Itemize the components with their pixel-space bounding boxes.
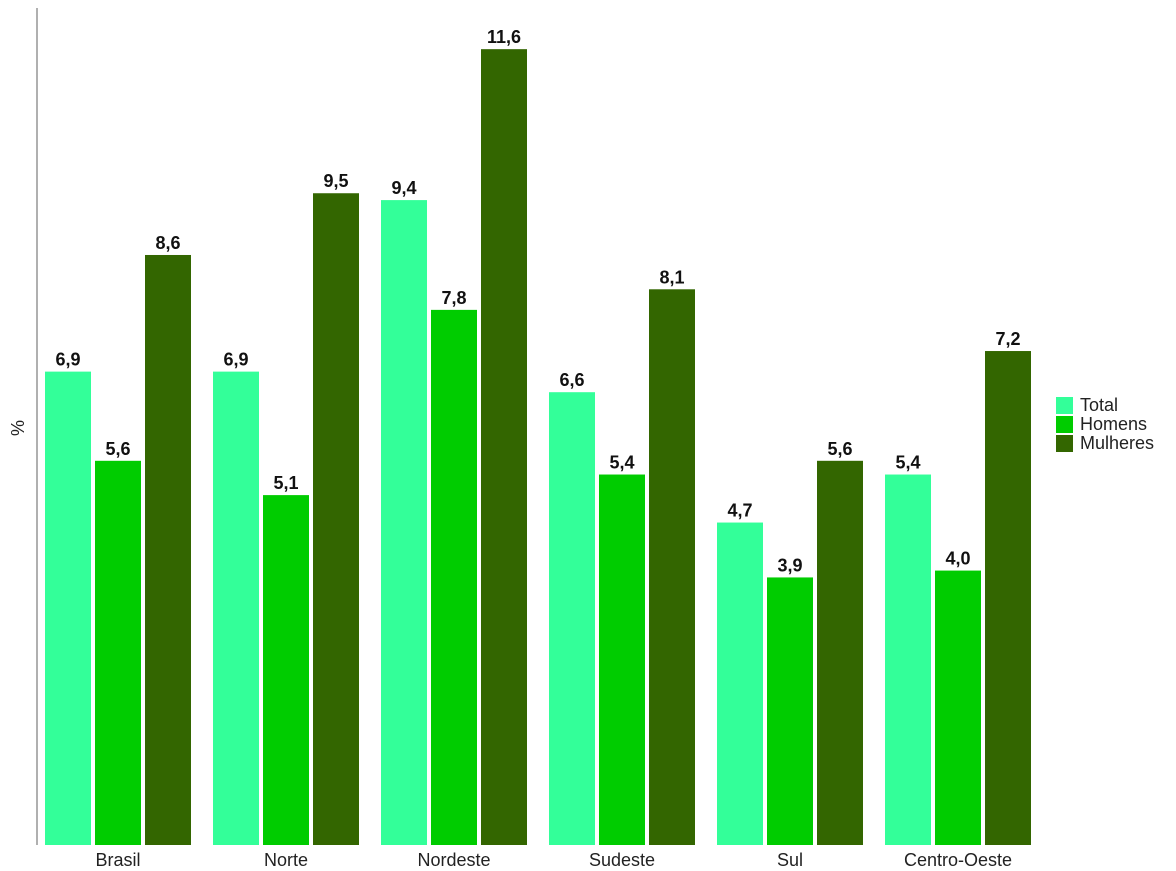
data-label-sudeste-mulheres: 8,1 [659,267,684,287]
data-label-norte-mulheres: 9,5 [323,171,348,191]
y-axis-title: % [8,420,28,436]
data-label-sul-mulheres: 5,6 [827,439,852,459]
data-label-sul-homens: 3,9 [777,555,802,575]
x-tick-label-sul: Sul [777,850,803,870]
legend-label-total: Total [1080,395,1119,415]
bar-brasil-mulheres [145,254,191,845]
bar-nordeste-total [381,200,427,845]
bar-nordeste-homens [431,309,477,845]
bar-sudeste-mulheres [649,289,695,846]
legend-label-homens: Homens [1080,414,1148,434]
bar-sul-mulheres [817,460,863,845]
legend-swatch-total [1056,397,1073,414]
bar-nordeste-mulheres [481,49,527,845]
legend-swatch-homens [1056,416,1073,433]
bar-centro-oeste-homens [935,570,981,845]
data-label-sul-total: 4,7 [727,501,752,521]
data-label-nordeste-homens: 7,8 [441,288,466,308]
data-label-centro-oeste-homens: 4,0 [945,549,970,569]
bar-brasil-total [45,371,91,845]
legend-swatch-mulheres [1056,435,1073,452]
legend-label-mulheres: Mulheres [1080,433,1155,453]
data-label-centro-oeste-mulheres: 7,2 [995,329,1020,349]
bar-sudeste-homens [599,474,645,845]
data-label-nordeste-mulheres: 11,6 [487,27,521,47]
legend-item-mulheres: Mulheres [1056,434,1154,453]
bar-sul-total [717,522,763,845]
data-label-sudeste-homens: 5,4 [609,453,634,473]
bar-norte-total [213,371,259,845]
x-tick-label-sudeste: Sudeste [589,850,655,870]
bar-norte-mulheres [313,193,359,846]
bar-centro-oeste-total [885,474,931,845]
bar-centro-oeste-mulheres [985,351,1031,845]
bar-norte-homens [263,495,309,845]
data-label-centro-oeste-total: 5,4 [895,453,920,473]
x-tick-label-norte: Norte [264,850,308,870]
x-tick-label-nordeste: Nordeste [417,850,490,870]
x-tick-labels: Brasil Norte Nordeste Sudeste Sul Centro-Oest… [95,850,1012,870]
data-label-nordeste-total: 9,4 [391,178,416,198]
legend-item-homens: Homens [1056,415,1154,434]
bar-sudeste-total [549,392,595,845]
bars-group [45,49,1031,846]
x-tick-label-brasil: Brasil [95,850,140,870]
data-label-norte-homens: 5,1 [273,473,298,493]
data-label-norte-total: 6,9 [223,350,248,370]
data-label-brasil-homens: 5,6 [105,439,130,459]
legend-item-total: Total [1056,396,1154,415]
data-label-brasil-total: 6,9 [55,350,80,370]
bar-brasil-homens [95,460,141,845]
data-label-brasil-mulheres: 8,6 [155,233,180,253]
data-labels-group: 6,9 5,6 8,6 6,9 5,1 9,5 9,4 7,8 11,6 6,6 5,4 8,1 4,7… [55,27,1020,575]
data-label-sudeste-total: 6,6 [559,370,584,390]
bar-sul-homens [767,577,813,845]
x-tick-label-centro-oeste: Centro-Oeste [904,850,1012,870]
legend: Total Homens Mulheres [1056,396,1154,453]
